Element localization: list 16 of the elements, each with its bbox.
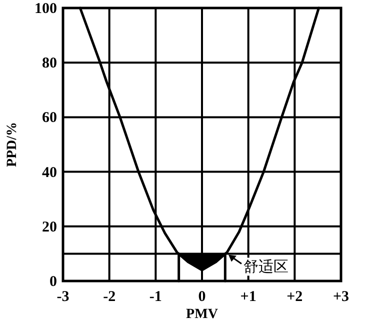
x-tick-label: +2 [286,289,303,305]
x-tick-label: +3 [332,289,350,305]
y-tick-label: 0 [50,274,57,290]
x-tick-label: -3 [56,289,70,305]
x-tick-label: -2 [103,289,116,305]
y-tick-label: 80 [42,56,57,72]
y-tick-label: 20 [42,219,57,236]
x-tick-label: 0 [198,289,206,305]
x-axis-title: PMV [186,307,218,322]
x-tick-label: +1 [240,289,256,305]
y-tick-label: 100 [34,1,57,17]
annotation: 舒适区 [243,258,288,276]
x-tick-label: -1 [149,289,162,305]
y-axis-title: PPD/% [5,122,20,168]
y-tick-label: 40 [42,164,57,181]
y-tick-label: 60 [42,110,57,126]
